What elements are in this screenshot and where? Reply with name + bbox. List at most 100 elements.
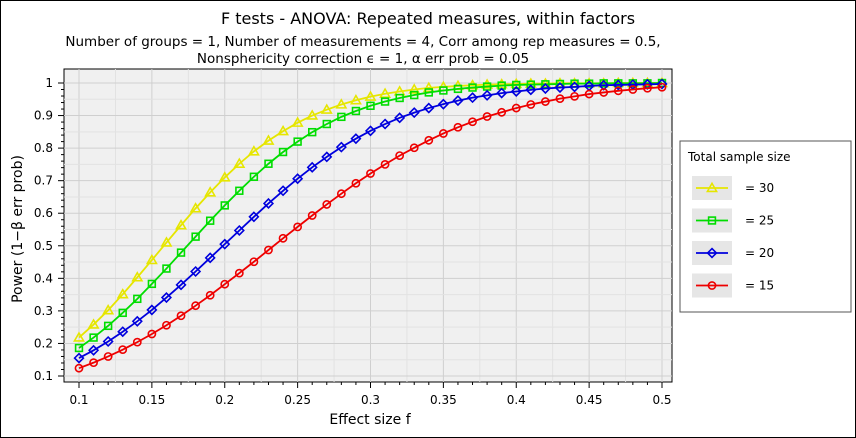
point-0-4	[131, 271, 144, 282]
point-2-6	[160, 292, 172, 304]
point-3-9	[205, 290, 215, 300]
point-3-33	[555, 94, 565, 104]
point-0-3	[116, 288, 129, 299]
point-2-0	[73, 352, 85, 364]
point-2-36	[598, 79, 610, 91]
point-3-6	[162, 320, 171, 330]
point-2-30	[510, 85, 522, 97]
point-0-6	[160, 236, 173, 247]
point-2-4	[131, 315, 143, 327]
point-3-29	[497, 107, 507, 117]
point-3-10	[220, 279, 230, 289]
point-2-27	[466, 92, 479, 104]
y-tick-label-9: 1	[45, 76, 53, 90]
point-0-5	[145, 253, 158, 265]
series-2	[73, 78, 668, 364]
point-2-40	[656, 78, 668, 90]
legend-label-2: = 20	[745, 246, 774, 260]
point-2-25	[437, 98, 449, 110]
legend-item-0: = 30	[692, 176, 774, 200]
point-1-27	[468, 83, 477, 92]
legend-item-2: = 20	[692, 241, 774, 265]
x-tick-label-5: 0.35	[430, 393, 457, 407]
point-0-8	[189, 202, 202, 213]
point-1-7	[176, 248, 186, 257]
point-3-1	[89, 358, 98, 368]
point-3-8	[191, 301, 200, 311]
point-1-1	[89, 333, 98, 342]
point-3-17	[322, 200, 332, 209]
point-2-37	[612, 79, 624, 91]
point-3-5	[147, 329, 157, 339]
x-axis-label: Effect size f	[329, 412, 411, 428]
point-1-3	[118, 308, 127, 318]
point-2-5	[146, 304, 158, 316]
point-3-36	[599, 88, 609, 97]
point-1-24	[424, 88, 433, 97]
point-0-31	[524, 77, 537, 88]
point-2-33	[554, 82, 566, 94]
point-1-15	[293, 137, 302, 146]
legend-marker-1	[707, 216, 717, 225]
point-0-11	[233, 157, 246, 168]
point-0-15	[291, 116, 304, 127]
series-3	[74, 82, 667, 373]
point-1-23	[410, 90, 419, 100]
point-0-0	[73, 331, 85, 342]
legend-title: Total sample size	[687, 150, 791, 164]
point-2-13	[262, 197, 275, 209]
y-tick-label-0: 0.1	[34, 369, 53, 383]
point-0-13	[262, 134, 275, 145]
point-1-10	[220, 201, 229, 210]
point-3-37	[613, 86, 623, 96]
point-0-9	[204, 186, 217, 197]
x-tick-label-8: 0.5	[652, 393, 671, 407]
point-1-35	[584, 79, 594, 88]
x-tick-label-7: 0.45	[576, 393, 603, 407]
point-1-22	[395, 93, 404, 103]
series-line-3	[78, 86, 663, 370]
point-1-13	[264, 159, 273, 168]
point-2-7	[175, 279, 187, 291]
point-2-18	[335, 141, 347, 153]
y-tick-label-3: 0.4	[34, 271, 53, 285]
point-0-17	[320, 103, 333, 114]
point-3-26	[453, 122, 463, 132]
legend-marker-3	[707, 281, 717, 290]
y-axis-label: Power (1−β err prob)	[10, 155, 26, 303]
point-2-16	[306, 161, 318, 173]
legend-label-0: = 30	[745, 181, 774, 195]
point-1-31	[526, 80, 536, 89]
point-3-35	[584, 89, 594, 99]
point-0-16	[306, 109, 319, 120]
y-tick-label-2: 0.3	[34, 304, 53, 318]
point-1-14	[278, 147, 288, 157]
point-1-8	[191, 232, 200, 241]
point-0-1	[87, 318, 100, 329]
point-0-7	[175, 219, 188, 230]
point-1-21	[380, 97, 390, 106]
point-3-2	[103, 352, 113, 361]
point-1-6	[162, 264, 171, 273]
point-0-18	[335, 98, 348, 109]
point-3-25	[438, 129, 448, 138]
point-2-10	[219, 238, 231, 250]
point-3-28	[482, 112, 492, 121]
legend-item-1: = 25	[692, 208, 774, 233]
point-2-22	[394, 112, 406, 124]
point-3-27	[468, 117, 477, 127]
point-3-24	[424, 135, 434, 145]
point-2-31	[525, 84, 537, 96]
point-3-30	[511, 103, 521, 113]
point-3-32	[541, 97, 550, 106]
point-2-23	[408, 107, 420, 119]
point-2-14	[277, 185, 289, 197]
point-2-15	[292, 173, 304, 185]
x-tick-label-0: 0.1	[69, 393, 88, 407]
point-2-32	[539, 83, 551, 95]
point-3-7	[176, 311, 186, 321]
legend-marker-0	[706, 181, 718, 193]
point-2-28	[481, 89, 493, 101]
point-0-12	[247, 145, 260, 156]
